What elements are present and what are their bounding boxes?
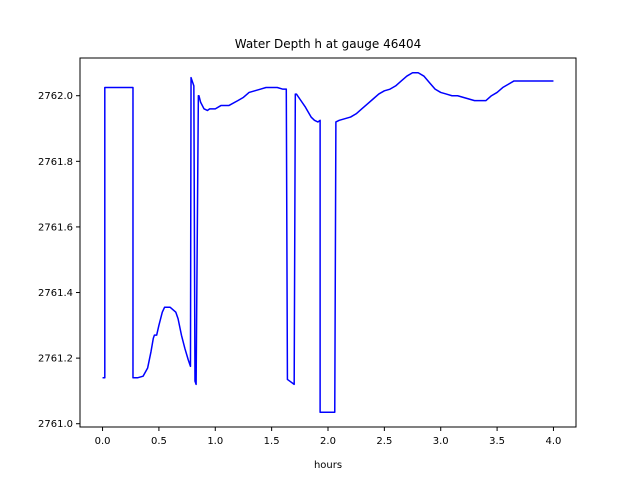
x-axis-label: hours	[314, 460, 342, 471]
x-tick-label: 3.0	[433, 436, 449, 447]
x-tick-label: 0.5	[151, 436, 167, 447]
x-tick-label: 3.5	[489, 436, 505, 447]
series-line-0	[102, 72, 554, 413]
plot-area	[102, 72, 554, 413]
x-axis: 0.0 0.5 1.0 1.5 2.0 2.5 3.0 3.5 4.0	[95, 427, 562, 447]
x-tick-label: 2.0	[320, 436, 336, 447]
y-axis: 2761.0 2761.2 2761.4 2761.6 2761.8 2762.0	[38, 91, 80, 430]
y-tick-label: 2761.4	[38, 288, 73, 299]
x-tick-label: 4.0	[546, 436, 562, 447]
x-tick-label: 2.5	[376, 436, 392, 447]
plot-frame	[79, 57, 577, 428]
y-tick-label: 2761.8	[38, 157, 73, 168]
x-tick-label: 1.0	[207, 436, 223, 447]
y-tick-label: 2762.0	[38, 91, 73, 102]
chart-title: Water Depth h at gauge 46404	[235, 37, 422, 51]
y-tick-label: 2761.2	[38, 354, 73, 365]
x-tick-label: 1.5	[264, 436, 280, 447]
x-tick-label: 0.0	[95, 436, 111, 447]
y-tick-label: 2761.0	[38, 419, 73, 430]
y-tick-label: 2761.6	[38, 222, 73, 233]
